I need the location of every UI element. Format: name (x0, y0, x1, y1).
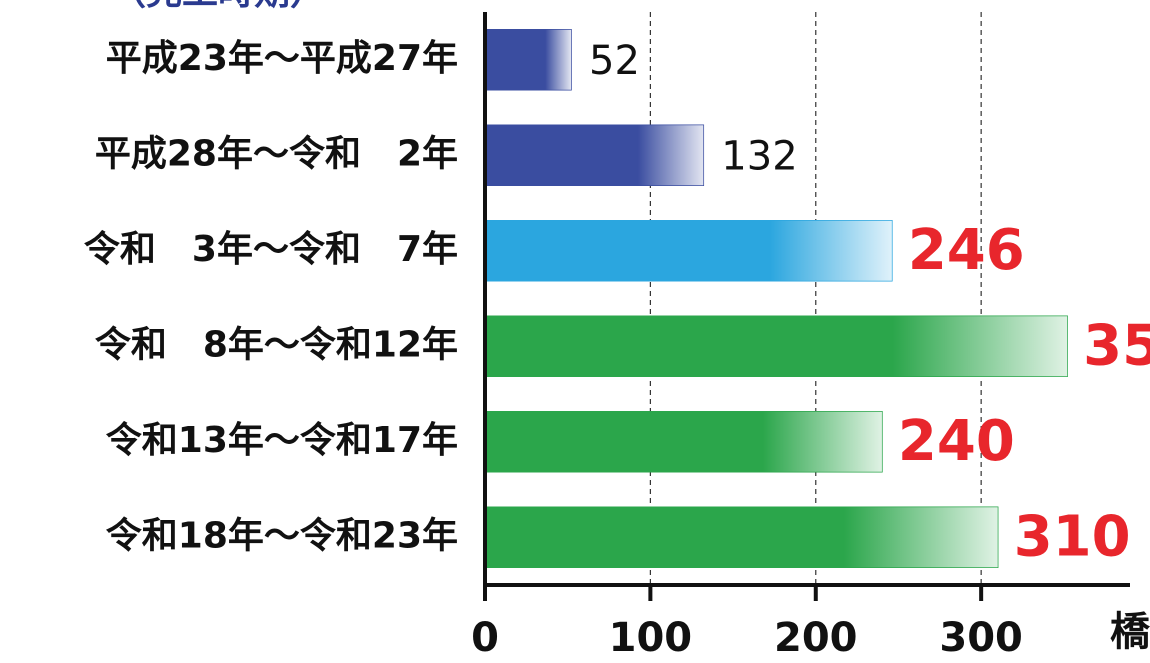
y-tick-label: 令和 3年～令和 7年 (84, 229, 458, 270)
y-tick-label: 令和18年～令和23年 (106, 515, 458, 556)
bar-shine (485, 220, 892, 281)
bar-shine (485, 125, 704, 186)
bar-shine (485, 29, 571, 90)
y-tick-label: 平成23年～平成27年 (106, 38, 458, 79)
value-label: 310 (1014, 504, 1131, 569)
x-tick-label: 300 (939, 615, 1023, 661)
x-unit: 橋 (1110, 609, 1150, 655)
y-tick-label: 平成28年～令和 2年 (95, 133, 458, 174)
value-label: 352 (1083, 313, 1150, 378)
value-label: 246 (908, 218, 1025, 283)
x-tick-label: 0 (471, 615, 499, 661)
bar-shine (485, 316, 1068, 377)
value-label: 132 (721, 133, 797, 179)
chart-title: （完工時期） (110, 0, 326, 13)
bar-shine (485, 411, 882, 472)
x-tick-label: 200 (774, 615, 858, 661)
bar-shine (485, 507, 998, 568)
y-tick-label: 令和13年～令和17年 (106, 420, 458, 461)
y-tick-label: 令和 8年～令和12年 (95, 324, 458, 365)
value-label: 240 (898, 409, 1015, 474)
value-label: 52 (589, 38, 640, 84)
x-tick-label: 100 (609, 615, 693, 661)
